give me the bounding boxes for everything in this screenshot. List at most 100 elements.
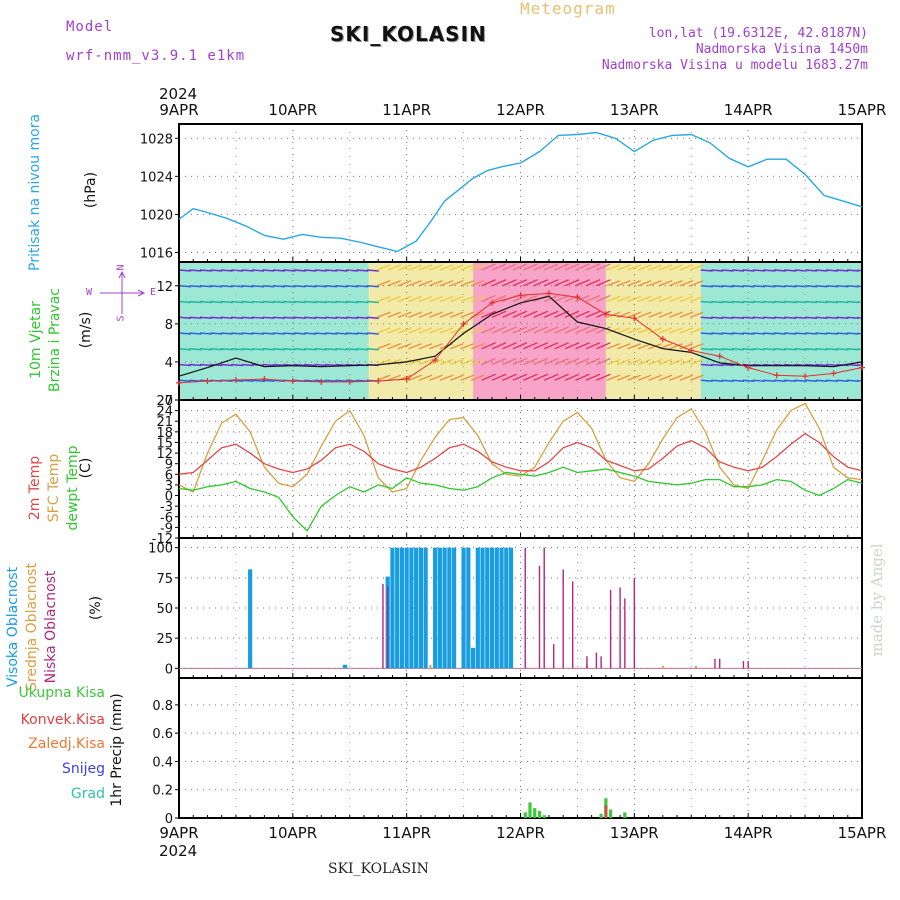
wind-barb [554,373,569,381]
wind-barb [836,379,849,382]
precip-ytick-label: 0 [165,812,173,827]
bottom-date-label: 13APR [610,824,659,842]
wind-barb [690,311,704,318]
wind-barb [711,379,724,382]
wind-barb [554,294,569,303]
wind-barb [491,326,507,334]
wind-barb [752,348,765,351]
wind-barb [700,363,713,367]
wind-barb [356,300,369,304]
wind-barb [241,300,254,304]
wind-barb [585,357,601,366]
wind-barb [199,285,212,288]
precip-ytick-label: 0.6 [152,727,173,742]
wind-barb [596,357,611,366]
wind-barb [679,327,694,334]
wind-barb [627,264,641,271]
wind-barb [648,358,662,366]
wind-barb [439,358,454,366]
wind-barb [439,374,454,381]
mid-cloud-bar [694,665,697,669]
wind-barb [523,357,538,366]
wind-barb [543,263,559,271]
wind-barb [377,295,391,303]
legend-total-rain: Ukupna Kisa [18,685,105,701]
wind-barb [429,311,443,318]
wind-barb [397,264,412,271]
wind-barb [325,285,338,288]
wind-band [179,262,369,400]
wind-gust-marker [802,373,809,380]
wind-barb [648,264,662,271]
wind-ytick-label: 0 [165,394,173,409]
wind-barb [606,264,621,271]
wind-barb [606,295,621,303]
pressure-ytick-label: 1024 [140,170,173,185]
low-cloud-bar [624,598,626,669]
wind-barb [335,269,348,272]
wind-barb [189,332,202,335]
wind-barb [637,358,652,366]
top-date-label: 10APR [268,101,317,119]
wind-barb [262,300,275,304]
wind-barb [784,348,797,351]
wind-barb [178,316,192,319]
temp-ytick-label: 21 [156,415,173,430]
wind-barb [700,269,713,272]
total-rain-bar [599,813,603,818]
pressure-grid [178,124,863,262]
wind-barb [606,343,621,350]
wind-barb [408,358,422,366]
temp-ytick-label: 27 [156,394,173,409]
wind-barb [241,269,254,272]
low-cloud-bar [609,589,612,669]
wind-barb [575,310,590,318]
high-cloud-bar [485,547,490,669]
wind-barb [648,280,662,287]
wind-gust-marker [432,357,439,364]
model-name: wrf-nmm_v3.9.1 e1km [66,48,246,64]
wind-barb [335,379,348,382]
wind-barb [251,285,265,288]
wind-barb [418,264,433,271]
wind-barb [397,295,412,303]
wind-barb [314,332,327,335]
wind-barb [418,295,433,303]
meteogram-label: Meteogram [520,0,616,18]
wind-barb [189,300,202,304]
temp-ytick-label: 3 [165,479,173,494]
wind-barb [335,300,348,304]
wind-barb [418,343,433,350]
total-rain-bar [533,808,537,818]
wind-barb [293,300,306,304]
wind-barb [272,332,285,335]
wind-barb [314,363,327,367]
wind-barb [397,343,412,350]
wind-barb [825,332,839,335]
wind-barb [491,263,507,271]
wind-barb [784,379,797,382]
wind-barb [585,310,601,318]
wind-barb [272,300,285,304]
wind-barb [408,343,422,350]
wind-barb [345,316,359,319]
wind-gust-marker [745,364,752,371]
wind-barb [283,300,296,304]
wind-barb [690,343,704,350]
high-cloud-bar [447,547,452,669]
wind-barb [502,342,517,350]
wind-barb [617,280,631,287]
wind-barb [283,316,296,319]
wind-barb [460,295,474,303]
wind-barb [220,300,233,304]
wind-gust-marker [346,378,353,385]
wind-barb [637,311,652,318]
high-cloud-bar [423,547,428,669]
wind-barb [377,327,391,334]
wind-gust-marker [631,315,638,322]
wind-barb [345,332,359,335]
wind-barb [721,348,734,351]
high-cloud-bar [442,547,447,669]
wind-barb [752,332,765,335]
pressure-ytick-label: 1028 [140,132,173,147]
